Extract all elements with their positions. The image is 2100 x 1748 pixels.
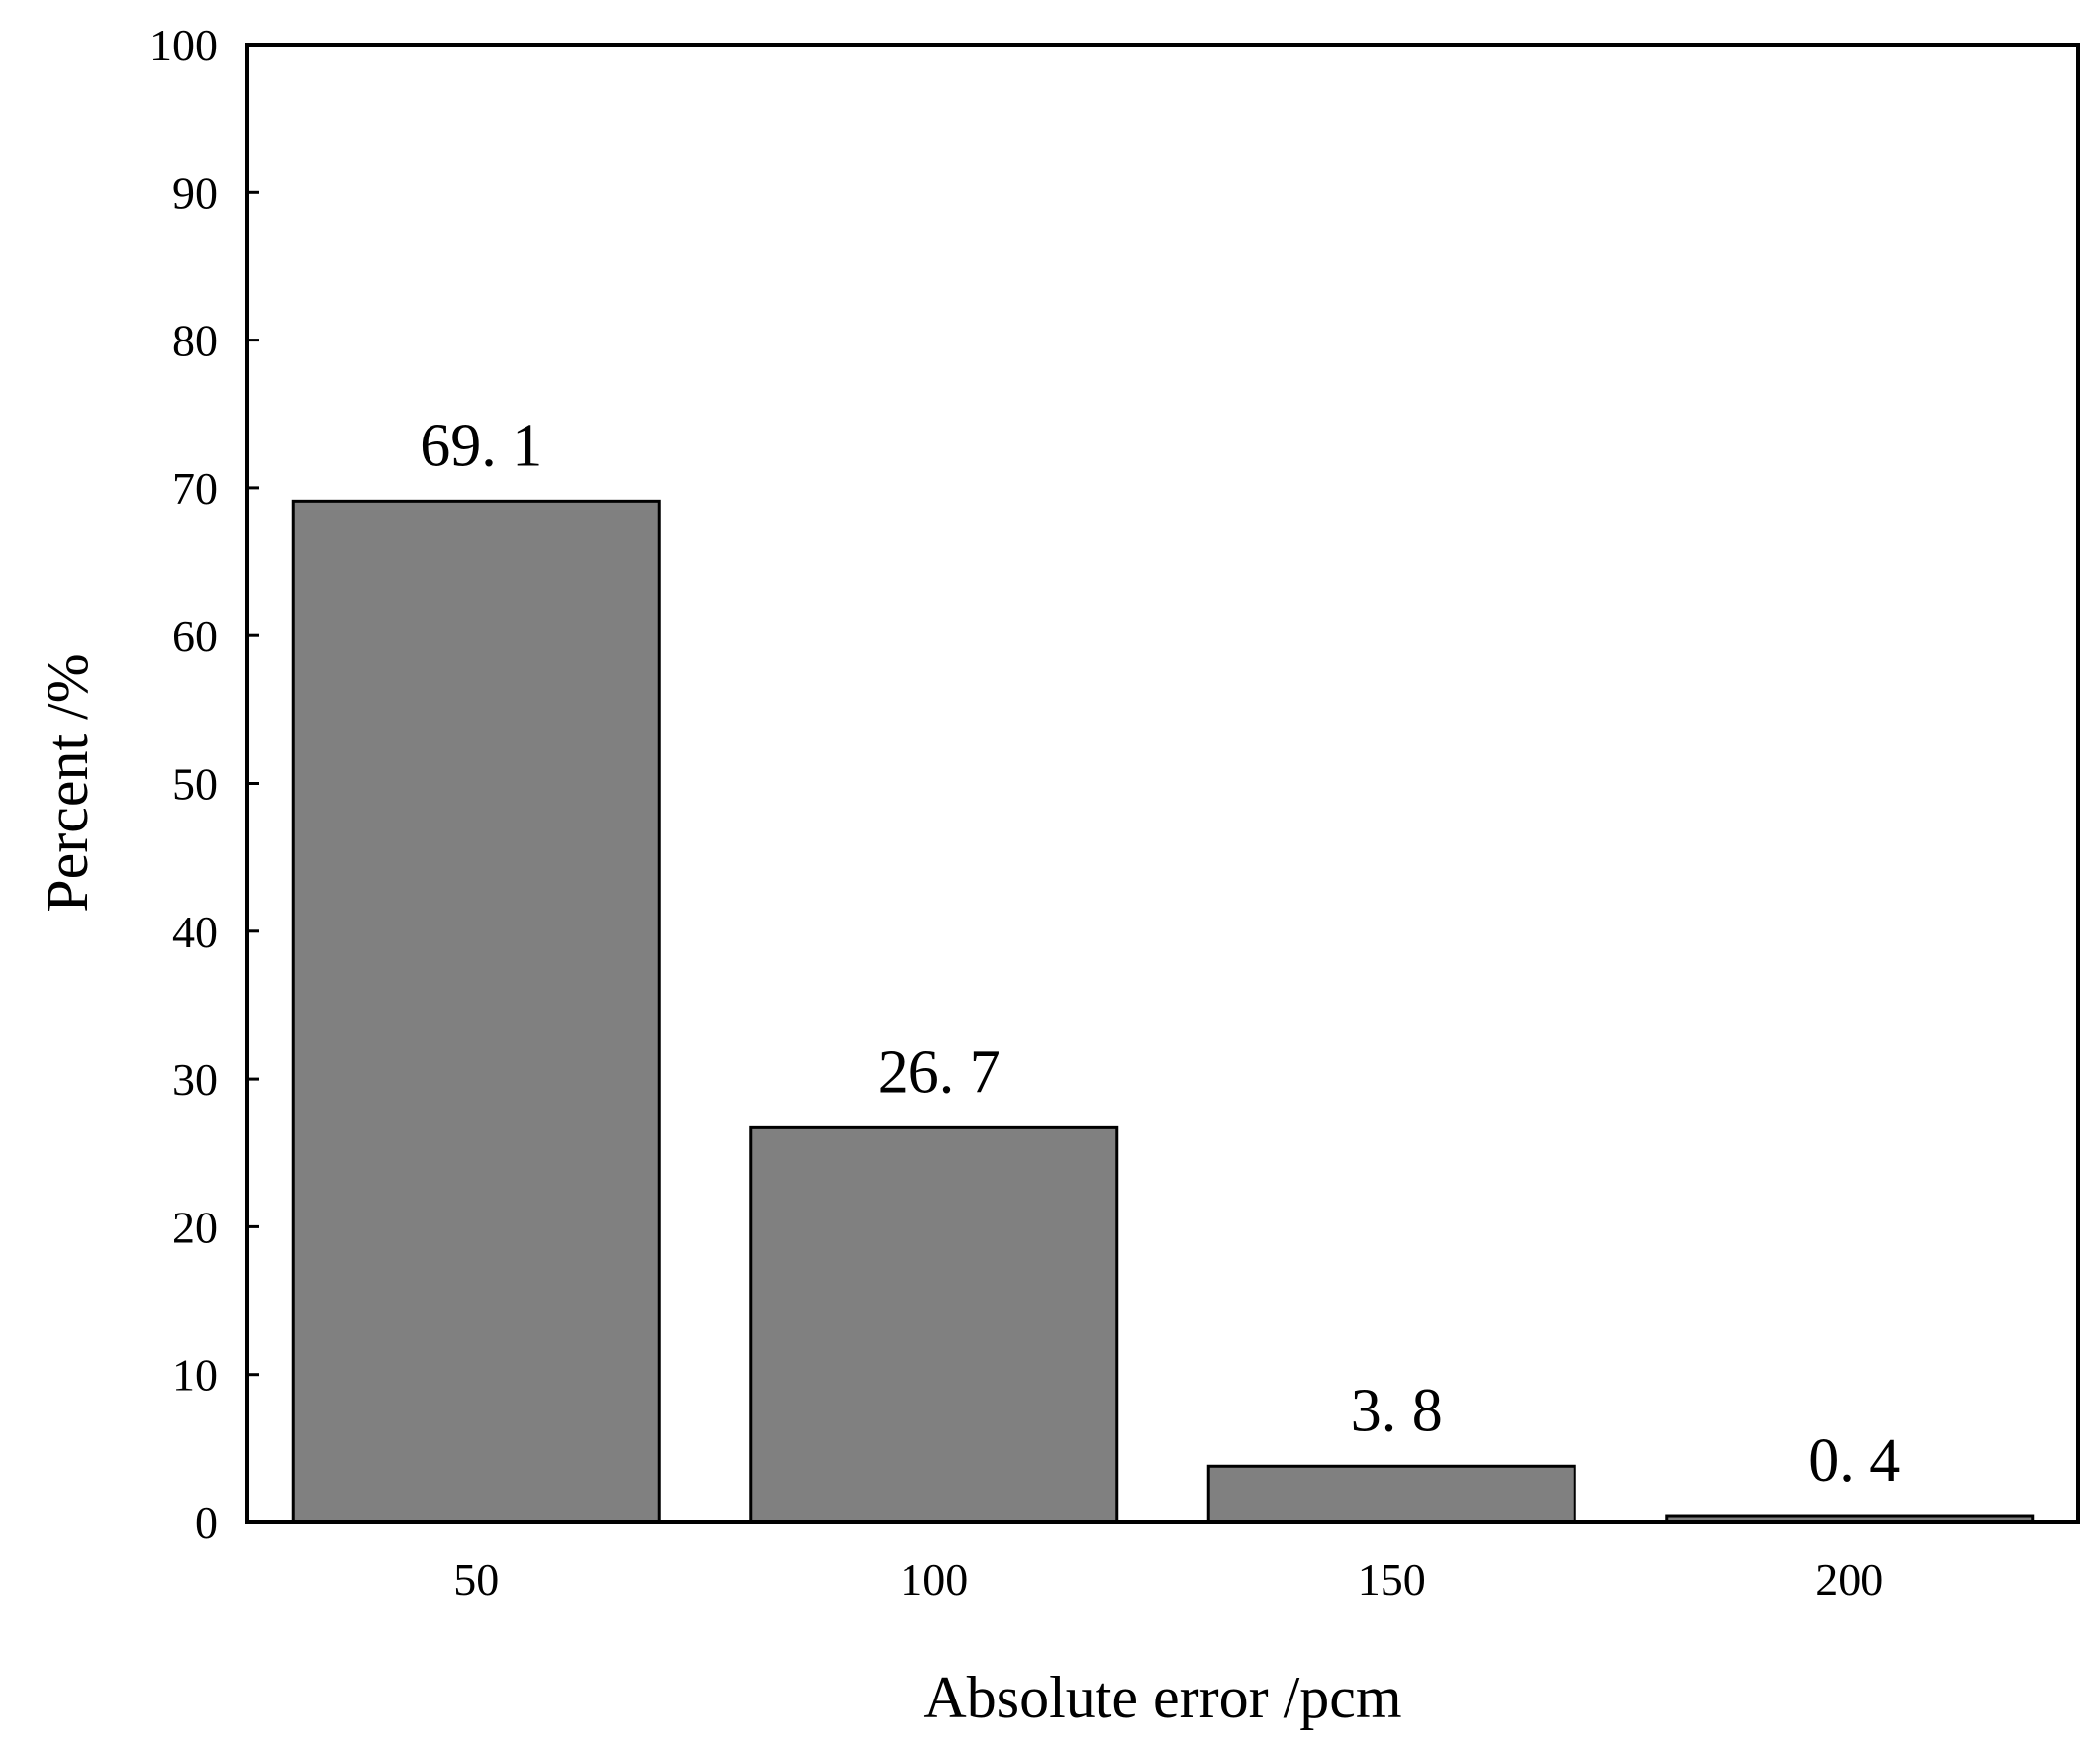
y-tick-label: 20 <box>172 1202 218 1252</box>
data-label-150: 3. 8 <box>1351 1377 1443 1444</box>
bars-layer <box>291 499 2035 1524</box>
x-tick-label: 200 <box>1815 1554 1883 1604</box>
data-labels-layer: 69. 1 26. 7 3. 8 0. 4 <box>420 412 1900 1495</box>
x-axis-ticks: 50 100 150 200 <box>453 1554 1883 1604</box>
data-label-100: 26. 7 <box>878 1038 1001 1106</box>
y-tick-label: 60 <box>172 611 218 661</box>
y-tick-label: 70 <box>172 463 218 514</box>
x-tick-label: 100 <box>900 1554 968 1604</box>
y-axis-title: Percent /% <box>35 653 100 913</box>
y-tick-label: 10 <box>172 1350 218 1401</box>
y-tick-label: 0 <box>195 1498 218 1548</box>
bar-100 <box>749 1125 1119 1524</box>
data-label-50: 69. 1 <box>420 412 542 479</box>
y-axis-ticks: 0 10 20 30 40 50 60 70 80 90 100 <box>149 20 259 1548</box>
y-tick-label: 40 <box>172 907 218 957</box>
x-tick-label: 50 <box>453 1554 499 1604</box>
y-tick-label: 100 <box>149 20 218 70</box>
y-tick-label: 30 <box>172 1054 218 1105</box>
y-tick-label: 80 <box>172 316 218 366</box>
data-label-200: 0. 4 <box>1808 1427 1900 1495</box>
x-axis-title: Absolute error /pcm <box>923 1665 1401 1730</box>
x-tick-label: 150 <box>1358 1554 1426 1604</box>
bar-50 <box>291 499 661 1524</box>
bar-150 <box>1206 1464 1576 1524</box>
y-tick-label: 90 <box>172 167 218 218</box>
y-tick-label: 50 <box>172 759 218 810</box>
